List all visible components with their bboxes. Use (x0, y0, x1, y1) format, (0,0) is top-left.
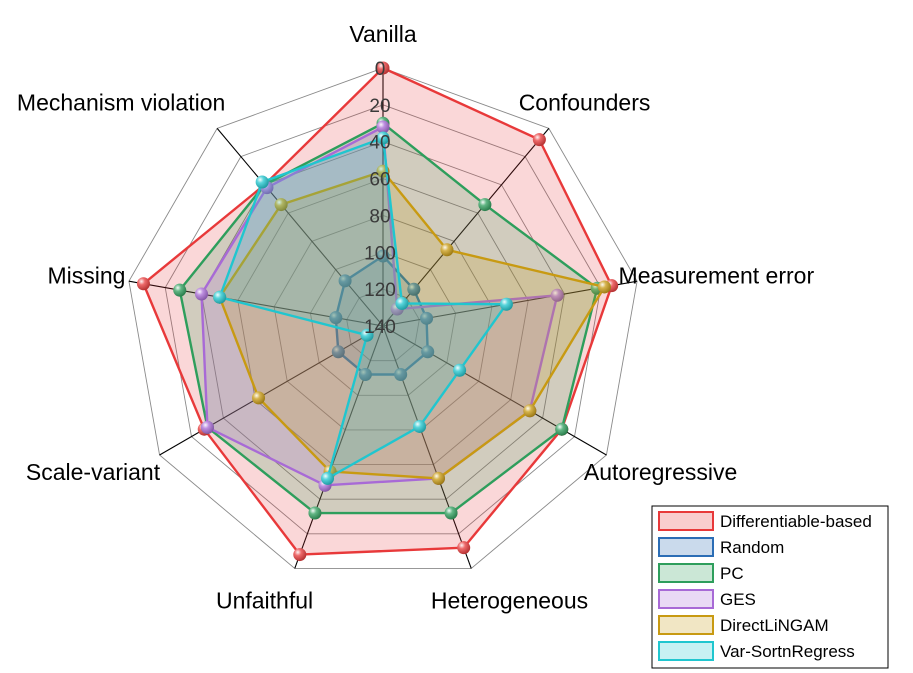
data-point-shade (597, 280, 611, 294)
data-point-shade (457, 541, 471, 555)
grid-ring (237, 178, 529, 465)
data-point-shade (523, 404, 537, 418)
legend-swatch (658, 511, 714, 531)
grid-ring (309, 251, 457, 396)
axis-spoke (216, 128, 384, 327)
data-point-shade (444, 506, 458, 520)
data-point-shade (532, 133, 546, 147)
legend-swatch (658, 589, 714, 609)
tick-label: 60 (369, 170, 390, 191)
data-point-shade (431, 471, 445, 485)
legend-swatch (658, 563, 714, 583)
data-point-shade (329, 311, 343, 325)
data-point-shade (555, 422, 569, 436)
axis-label: Missing (47, 262, 125, 288)
axis-spoke (382, 325, 607, 456)
data-point-shade (550, 288, 564, 302)
axis-spoke (382, 325, 472, 569)
axis-label: Mechanism violation (17, 89, 225, 115)
data-point-shade (331, 345, 345, 359)
data-point-shade (394, 367, 408, 381)
legend: Differentiable-based Random PC GES DirectLiN… (651, 505, 889, 669)
data-point-shade (173, 283, 187, 297)
data-point-shade (421, 345, 435, 359)
data-point-shade (376, 61, 390, 75)
axis-label: Heterogeneous (431, 587, 588, 613)
legend-label: DirectLiNGAM (720, 616, 829, 635)
tick-label: 20 (369, 96, 390, 117)
data-point-shade (413, 419, 427, 433)
grid-ring (273, 214, 493, 431)
legend-label: Var-SortnRegress (720, 642, 855, 661)
series-pc (173, 116, 604, 520)
legend-label: Random (720, 538, 784, 557)
radar-series (136, 61, 619, 562)
data-point-shade (478, 198, 492, 212)
data-point-shade (274, 198, 288, 212)
series-area (200, 125, 559, 487)
tick-label: 100 (364, 243, 396, 264)
data-point-shade (376, 249, 390, 263)
axis-label: Vanilla (349, 21, 417, 47)
series-ges (195, 120, 564, 492)
data-point-shade (360, 328, 374, 342)
legend-swatch (658, 641, 714, 661)
legend-label: GES (720, 590, 756, 609)
data-point-shade (255, 175, 269, 189)
data-point-shade (440, 243, 454, 257)
data-point-shade (308, 506, 322, 520)
data-point-shade (376, 120, 390, 134)
data-point-shade (376, 131, 390, 145)
tick-label: 0 (375, 59, 386, 80)
axis-label: Unfaithful (216, 587, 313, 613)
axis-label: Confounders (519, 89, 651, 115)
legend-swatch (658, 615, 714, 635)
axis-label: Scale-variant (26, 459, 161, 485)
tick-label: 120 (364, 280, 396, 301)
series-area (218, 136, 508, 480)
legend-label: Differentiable-based (720, 512, 872, 531)
data-point-shade (195, 287, 209, 301)
tick-label: 140 (364, 317, 396, 338)
axis-spoke (294, 325, 384, 569)
legend-label: PC (720, 564, 744, 583)
radial-ticks: 0 20 40 60 80 100 120 140 (364, 59, 396, 338)
tick-label: 80 (369, 206, 390, 227)
series-area (178, 122, 599, 515)
data-point-shade (200, 420, 214, 434)
data-point-shade (136, 277, 150, 291)
data-point-shade (252, 391, 266, 405)
data-point-shade (358, 367, 372, 381)
axis-labels: Vanilla Confounders Measurement error Autor… (17, 21, 815, 613)
axis-label: Autoregressive (584, 459, 737, 485)
data-point-shade (213, 290, 227, 304)
tick-label: 40 (369, 133, 390, 154)
axis-spoke (159, 325, 384, 456)
data-point-shade (321, 471, 335, 485)
data-point-shade (499, 297, 513, 311)
series-area (218, 169, 606, 480)
series-var-sortnregress (213, 131, 513, 485)
data-point-shade (420, 311, 434, 325)
data-point-shade (407, 282, 421, 296)
data-point-shade (453, 363, 467, 377)
grid-ring (128, 67, 638, 569)
axis-label: Measurement error (619, 262, 815, 288)
data-point-shade (395, 296, 409, 310)
data-point-shade (293, 548, 307, 562)
data-point-shade (338, 274, 352, 288)
legend-swatch (658, 537, 714, 557)
series-directlingam (213, 164, 611, 485)
grid-ring (164, 104, 602, 535)
